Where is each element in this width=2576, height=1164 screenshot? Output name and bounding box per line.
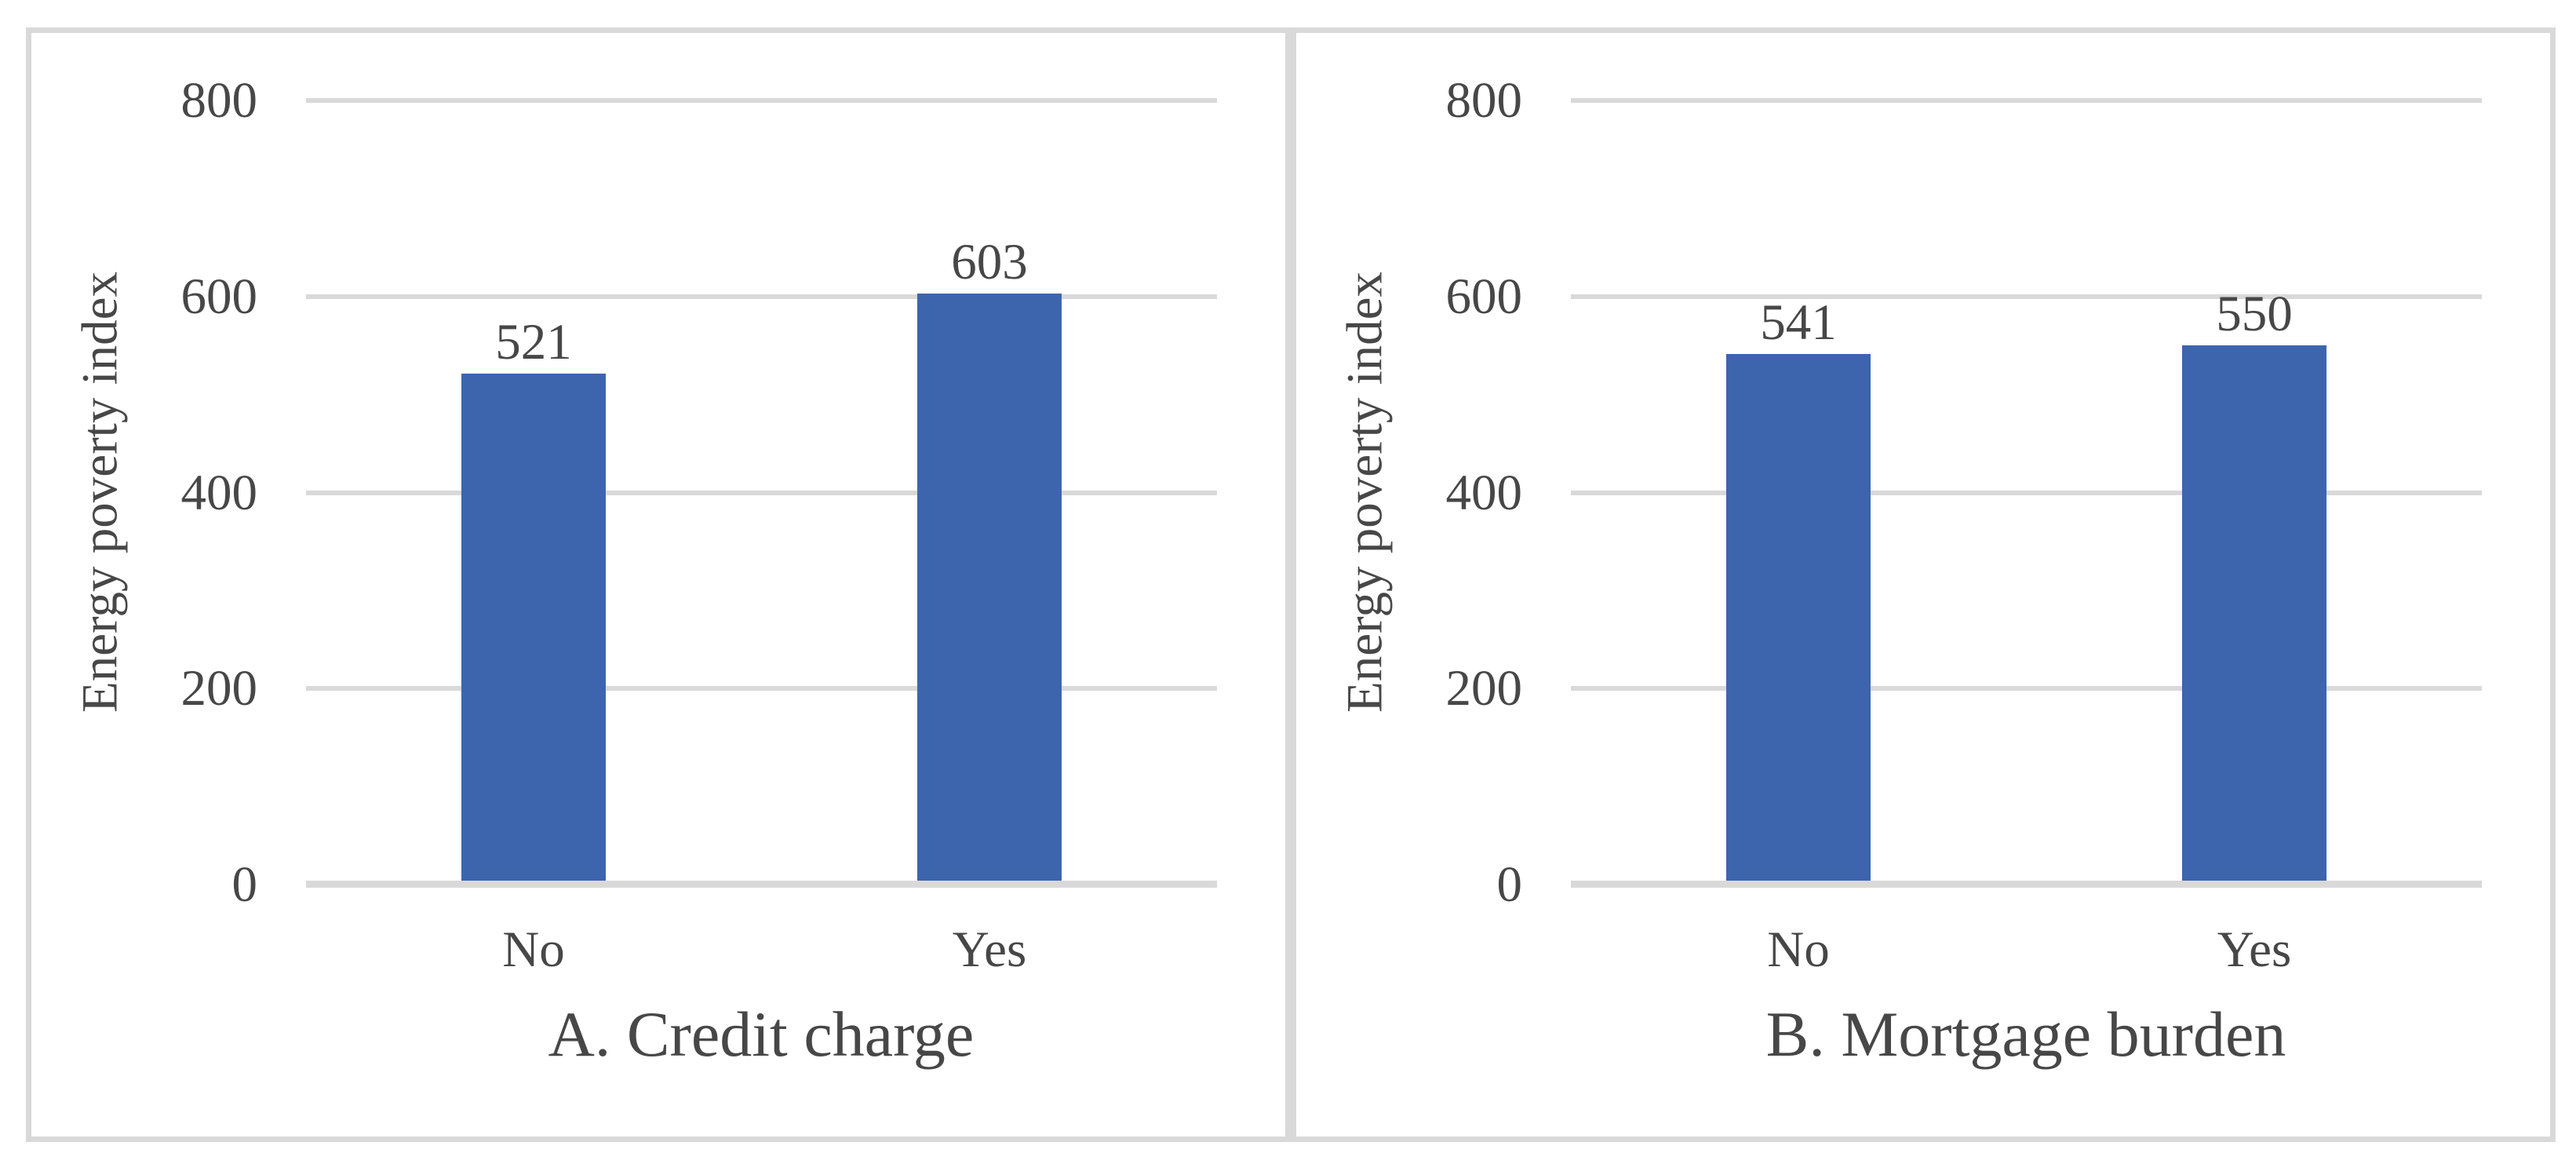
gridline-600 bbox=[1571, 294, 2482, 299]
bar-no bbox=[1726, 354, 1871, 881]
bar-no bbox=[461, 374, 606, 881]
y-tick-label: 600 bbox=[1445, 268, 1523, 325]
data-label: 550 bbox=[2216, 286, 2293, 342]
x-category-label: No bbox=[1767, 921, 1830, 978]
y-tick-label: 200 bbox=[1445, 660, 1523, 717]
gridline-800 bbox=[306, 98, 1217, 103]
x-axis-title: A. Credit charge bbox=[548, 998, 975, 1070]
data-label: 521 bbox=[495, 314, 572, 370]
gridline-400 bbox=[1571, 491, 2482, 495]
x-axis-title: B. Mortgage burden bbox=[1765, 998, 2286, 1070]
bar-yes bbox=[2182, 345, 2326, 881]
gridline-800 bbox=[1571, 98, 2482, 103]
x-category-label: Yes bbox=[952, 921, 1027, 978]
gridline-600 bbox=[306, 294, 1217, 299]
gridline-400 bbox=[306, 491, 1217, 495]
x-axis-line bbox=[306, 881, 1217, 888]
y-tick-label: 0 bbox=[231, 856, 258, 913]
x-category-label: No bbox=[502, 921, 565, 978]
data-label: 541 bbox=[1760, 294, 1837, 351]
chart-panel-mortgage-burden: Energy poverty index B. Mortgage burden … bbox=[1291, 27, 2556, 1142]
y-tick-label: 200 bbox=[180, 660, 258, 717]
data-label: 603 bbox=[951, 234, 1028, 290]
x-axis-line bbox=[1571, 881, 2482, 888]
gridline-200 bbox=[306, 686, 1217, 691]
gridline-200 bbox=[1571, 686, 2482, 691]
x-category-label: Yes bbox=[2217, 921, 2292, 978]
y-tick-label: 800 bbox=[180, 72, 258, 129]
y-tick-label: 600 bbox=[180, 268, 258, 325]
y-tick-label: 0 bbox=[1496, 856, 1523, 913]
y-tick-label: 400 bbox=[1445, 465, 1523, 521]
y-tick-label: 400 bbox=[180, 465, 258, 521]
bar-yes bbox=[917, 294, 1062, 881]
y-tick-label: 800 bbox=[1445, 72, 1523, 129]
